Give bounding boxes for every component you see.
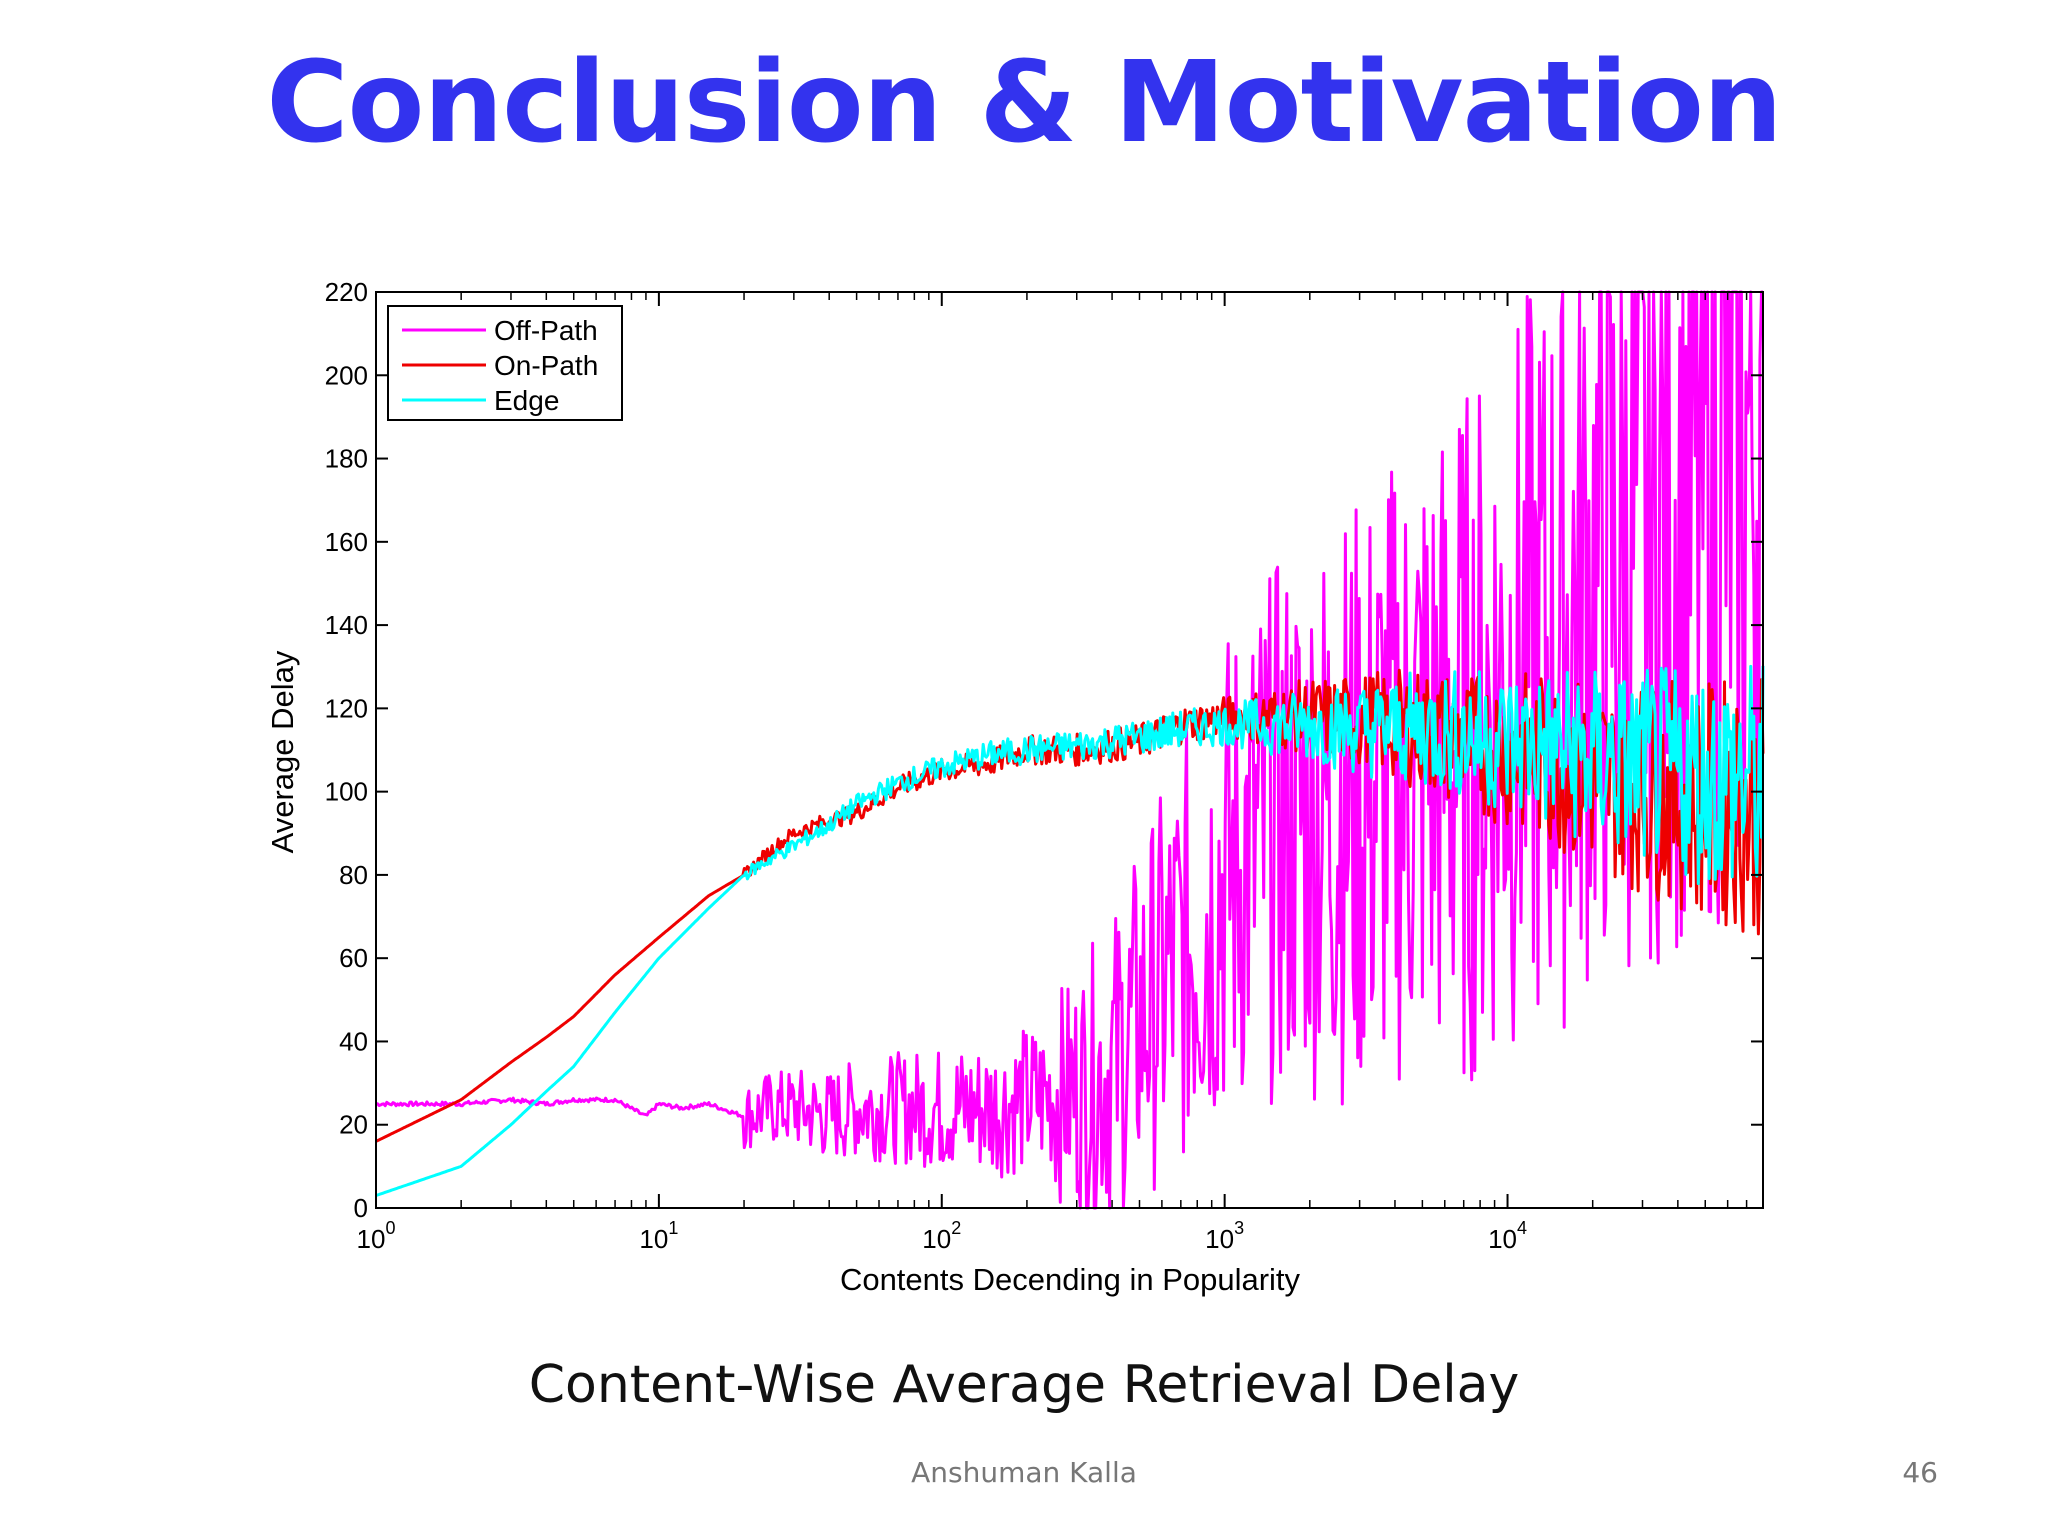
- y-tick-label: 180: [325, 444, 368, 474]
- y-tick-label: 0: [354, 1193, 368, 1223]
- x-axis-title: Contents Decending in Popularity: [840, 1262, 1301, 1297]
- axis-layer: 0 20 40 60 80 100 120 140 160 180 200 220 100 101 102 1…: [325, 277, 1764, 1254]
- series-line-edge: [375, 664, 1765, 1197]
- page-number: 46: [1902, 1456, 1938, 1489]
- x-tick-label: 102: [922, 1218, 961, 1254]
- x-tick-label: 101: [639, 1218, 678, 1254]
- figure-caption: Content-Wise Average Retrieval Delay: [528, 1355, 1520, 1415]
- x-tick-label: 104: [1488, 1218, 1527, 1254]
- y-tick-label: 60: [339, 943, 368, 973]
- legend-label-on-path: On-Path: [494, 350, 598, 381]
- y-tick-label: 20: [339, 1110, 368, 1140]
- y-tick-label: 120: [325, 693, 368, 723]
- chart-legend: Off-Path On-Path Edge: [387, 305, 623, 421]
- plot-frame: [375, 291, 1764, 1209]
- x-tick-label: 100: [357, 1218, 396, 1254]
- legend-label-off-path: Off-Path: [494, 315, 598, 346]
- y-tick-label: 100: [325, 777, 368, 807]
- footer-author: Anshuman Kalla: [911, 1456, 1137, 1489]
- slide-title: Conclusion & Motivation: [266, 38, 1782, 168]
- legend-label-edge: Edge: [494, 385, 559, 416]
- y-tick-label: 40: [339, 1026, 368, 1056]
- series-layer: [375, 290, 1765, 1210]
- series-line-off-path: [375, 290, 1763, 1210]
- y-tick-label: 140: [325, 610, 368, 640]
- y-axis-title: Average Delay: [265, 650, 300, 853]
- y-tick-label: 80: [339, 860, 368, 890]
- y-tick-label: 160: [325, 527, 368, 557]
- x-tick-label: 103: [1205, 1218, 1244, 1254]
- y-tick-label: 200: [325, 360, 368, 390]
- y-tick-label: 220: [325, 277, 368, 307]
